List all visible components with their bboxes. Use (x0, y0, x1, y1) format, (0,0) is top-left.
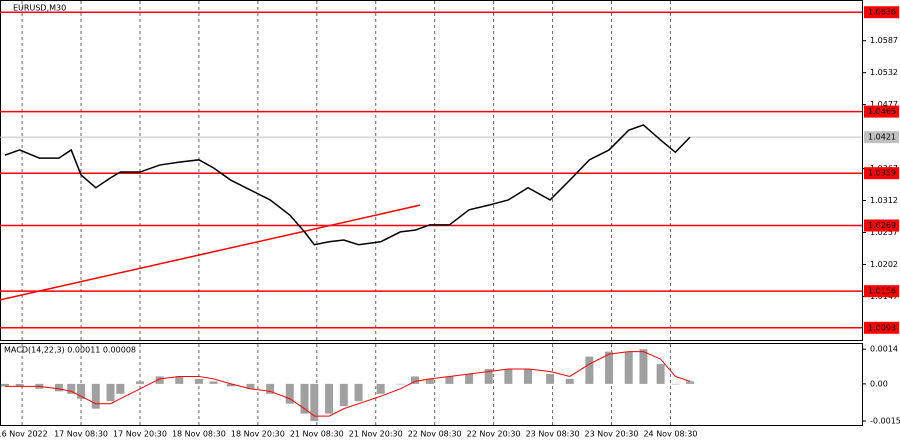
macd-bar (300, 383, 309, 414)
signal-line (4, 351, 691, 417)
price-line (4, 124, 691, 246)
x-tick-label: 23 Nov 08:30 (526, 430, 580, 439)
y-tick-label: 0.0014 (870, 345, 898, 354)
macd-bar (354, 383, 363, 402)
level-box (864, 321, 899, 334)
y-tick-label: 1.0312 (870, 196, 898, 205)
macd-bar (15, 383, 24, 387)
macd-bar (686, 381, 695, 384)
y-tick-label: 1.0202 (870, 260, 898, 269)
last-price-box (864, 131, 899, 144)
level-label: 1.0636 (868, 8, 896, 17)
y-tick-label: 1.0257 (870, 228, 898, 237)
macd-bar (325, 383, 334, 414)
level-label: 1.0093 (868, 323, 896, 332)
x-tick-label: 21 Nov 20:30 (349, 430, 403, 439)
macd-bar (376, 383, 385, 394)
macd-bar (411, 376, 420, 384)
macd-bar (585, 356, 594, 384)
macd-bar (656, 364, 665, 384)
y-tick-label: -0.0015 (870, 417, 900, 426)
main-frame (0, 0, 863, 341)
macd-bar (116, 383, 125, 394)
macd-frame (0, 343, 863, 426)
macd-bar (285, 383, 294, 404)
x-tick-label: 16 Nov 2022 (0, 430, 48, 439)
macd-bar (524, 369, 533, 384)
macd-bar (546, 373, 555, 384)
level-label: 1.0156 (868, 287, 896, 296)
macd-bar (175, 376, 184, 384)
macd-bar (565, 378, 574, 384)
macd-bar (266, 383, 275, 394)
macd-bar (106, 383, 115, 402)
x-tick-label: 17 Nov 20:30 (113, 430, 167, 439)
macd-bar (624, 351, 633, 384)
x-tick-label: 17 Nov 08:30 (54, 430, 108, 439)
x-tick-label: 24 Nov 08:30 (643, 430, 697, 439)
y-tick-label: 1.0587 (870, 36, 898, 45)
macd-bar (209, 381, 218, 384)
chart-title: EURUSD,M30 (13, 4, 66, 13)
macd-bar (465, 373, 474, 384)
x-tick-label: 21 Nov 08:30 (290, 430, 344, 439)
macd-bar (246, 383, 255, 389)
level-label: 1.0465 (868, 107, 896, 116)
level-box (864, 6, 899, 19)
macd-bar (67, 383, 76, 394)
x-tick-label: 22 Nov 20:30 (467, 430, 521, 439)
x-tick-label: 18 Nov 20:30 (231, 430, 285, 439)
last-price-label: 1.0421 (868, 133, 896, 142)
macd-bar (445, 376, 454, 384)
x-tick-label: 23 Nov 20:30 (585, 430, 639, 439)
macd-bar (77, 383, 86, 399)
y-tick-label: 1.0477 (870, 100, 898, 109)
level-label: 1.0269 (868, 221, 896, 230)
macd-bar (135, 381, 144, 384)
y-tick-label: 1.0532 (870, 68, 898, 77)
macd-bar (194, 378, 203, 384)
level-label: 1.0359 (868, 169, 896, 178)
macd-bar (605, 351, 614, 384)
macd-bar (671, 383, 680, 385)
level-box (864, 285, 899, 298)
macd-bar (226, 383, 235, 387)
macd-bar (639, 349, 648, 384)
macd-label: MACD(14,22,3) 0.00011 0.00008 (4, 346, 136, 355)
macd-bar (310, 383, 319, 422)
level-box (864, 167, 899, 180)
macd-bar (339, 383, 348, 407)
macd-bar (0, 383, 9, 387)
trend-line (0, 204, 421, 301)
x-tick-label: 18 Nov 08:30 (172, 430, 226, 439)
macd-bar (155, 376, 164, 384)
macd-bar (484, 369, 493, 384)
macd-bar (91, 383, 100, 409)
macd-bar (396, 383, 405, 385)
level-box (864, 219, 899, 232)
level-box (864, 105, 899, 118)
macd-bar (504, 369, 513, 384)
x-tick-label: 22 Nov 08:30 (408, 430, 462, 439)
y-tick-label: 0.00 (870, 379, 888, 388)
macd-bar (425, 378, 434, 384)
macd-bar (54, 383, 63, 392)
